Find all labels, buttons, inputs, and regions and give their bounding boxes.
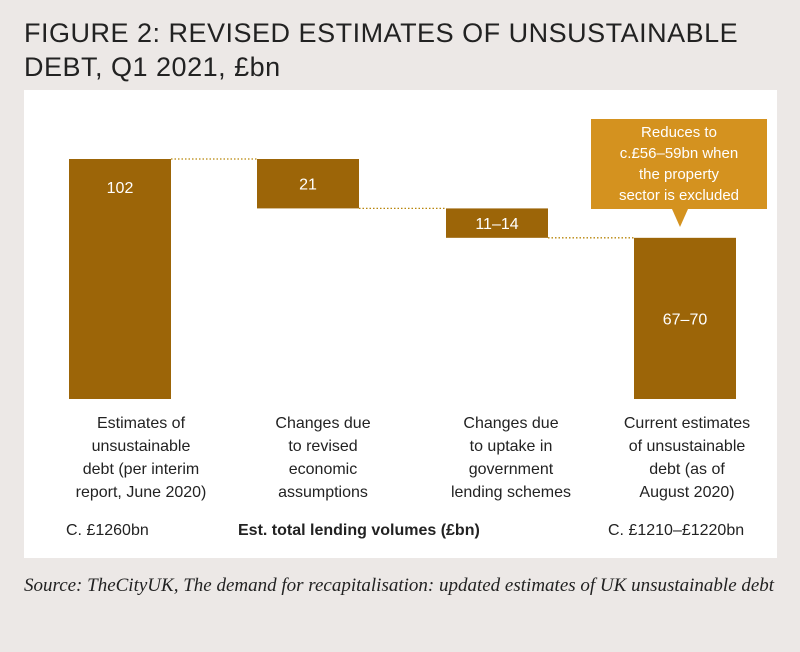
category-label-current-estimate: Current estimates of unsustainable debt … (602, 412, 772, 504)
category-label-line: assumptions (278, 484, 368, 501)
waterfall-bar (69, 159, 171, 399)
callout-line: sector is excluded (618, 187, 740, 204)
category-label-initial-estimate: Estimates of unsustainable debt (per int… (56, 412, 226, 504)
category-label-line: debt (per interim (82, 461, 200, 478)
bar-value-label: 11–14 (475, 216, 518, 233)
source-note: Source: TheCityUK, The demand for recapi… (24, 575, 775, 596)
chart-panel: 102 21 11–14 67–70 Reduces to c.£56–59bn wh… (24, 90, 777, 558)
category-label-line: economic (288, 461, 358, 478)
category-label-line: report, June 2020) (75, 484, 207, 501)
lending-volume-current: C. £1210–£1220bn (608, 522, 745, 539)
callout-line: c.£56–59bn when (619, 145, 739, 162)
bar-value-label: 67–70 (663, 311, 708, 328)
category-label-line: Changes due (463, 415, 559, 432)
category-label-line: unsustainable (91, 438, 191, 455)
lending-volume-initial: C. £1260bn (66, 522, 149, 539)
chart-title: FIGURE 2: REVISED ESTIMATES OF UNSUSTAIN… (24, 18, 739, 82)
category-label-line: of unsustainable (628, 438, 746, 455)
category-label-economic-assumptions: Changes due to revised economic assumpti… (238, 412, 408, 504)
category-label-line: lending schemes (450, 484, 572, 501)
category-label-line: Estimates of (96, 415, 186, 432)
waterfall-bar (634, 237, 736, 399)
callout-line: Reduces to (641, 124, 717, 141)
category-label-line: Changes due (275, 415, 371, 432)
category-label-line: to uptake in (469, 438, 553, 455)
waterfall-bar (446, 208, 548, 238)
callout-pointer (672, 209, 688, 227)
callout-note: Reduces to c.£56–59bn when the property … (591, 119, 767, 209)
waterfall-chart: 102 21 11–14 67–70 (69, 158, 736, 399)
category-label-line: Current estimates (623, 415, 751, 432)
bar-value-label: 102 (107, 180, 134, 197)
waterfall-bar (257, 159, 359, 209)
category-label-line: debt (as of (649, 461, 725, 478)
category-label-line: August 2020) (639, 484, 735, 501)
category-label-line: to revised (288, 438, 358, 455)
category-label-line: government (468, 461, 554, 478)
bar-value-label: 21 (299, 177, 317, 194)
callout-line: the property (638, 166, 720, 183)
x-axis-title: Est. total lending volumes (£bn) (238, 522, 480, 539)
category-label-lending-schemes: Changes due to uptake in government lend… (426, 412, 596, 504)
